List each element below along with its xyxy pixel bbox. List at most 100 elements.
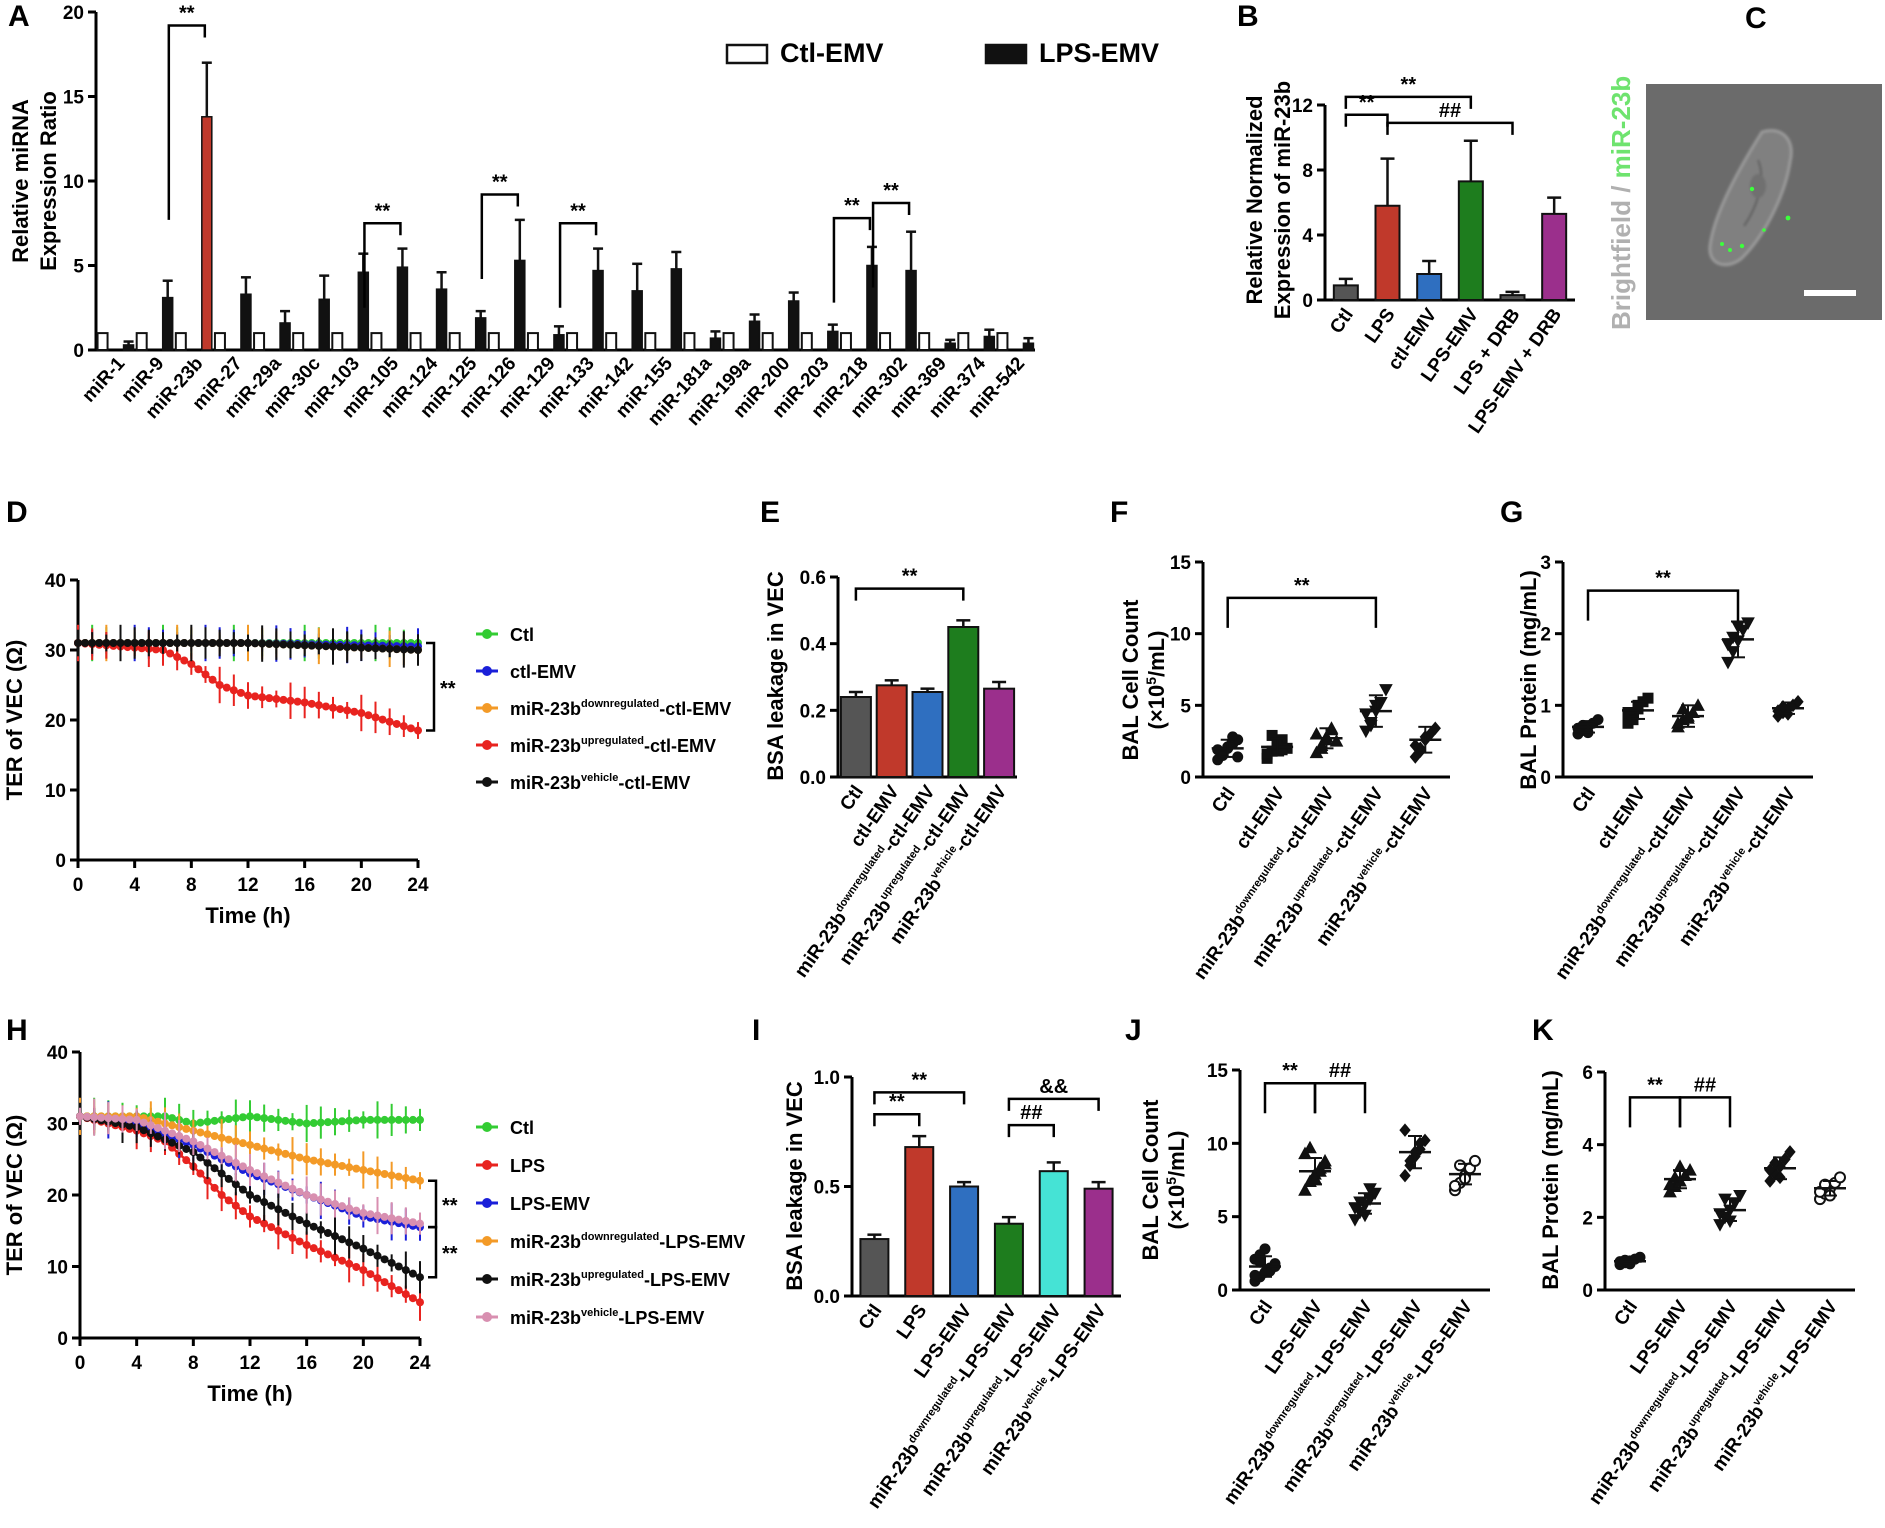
significance-bracket xyxy=(1678,1096,1732,1128)
series-point xyxy=(380,1169,389,1178)
series-point xyxy=(161,1126,169,1135)
series-point xyxy=(387,1171,396,1180)
x-tick-label-base: miR-23b xyxy=(791,908,851,981)
series-point xyxy=(196,1153,205,1162)
legend-label: miR-23bdownregulated-ctl-EMV xyxy=(510,698,731,719)
series-point xyxy=(371,713,380,722)
series-point xyxy=(350,643,359,652)
significance-bracket xyxy=(1313,1081,1367,1114)
x-tick-label: 20 xyxy=(353,1353,374,1374)
y-tick-label: 10 xyxy=(47,1258,68,1279)
significance-brace xyxy=(428,1179,438,1229)
significance-bracket xyxy=(1386,121,1514,135)
legend-label-base: miR-23b xyxy=(510,1308,581,1328)
data-point xyxy=(1784,1145,1796,1159)
bar-ctl-emv xyxy=(526,332,539,352)
data-point xyxy=(1399,1168,1411,1183)
bar xyxy=(911,691,944,778)
data-point xyxy=(1379,684,1393,697)
x-tick-label-sup: downregulated xyxy=(906,1375,961,1446)
series-point xyxy=(246,1165,254,1174)
series-point xyxy=(274,1115,283,1124)
y-tick-label: 5 xyxy=(73,257,84,278)
bar-lps-emv xyxy=(983,335,996,351)
bar-lps-emv xyxy=(161,296,174,351)
series-point xyxy=(401,1290,410,1299)
series-point xyxy=(295,1237,304,1246)
x-tick-label-base: miR-23b xyxy=(1644,1423,1704,1496)
significance-label: ## xyxy=(1329,1060,1351,1082)
x-tick-label: Ctl xyxy=(1326,305,1358,338)
series-point xyxy=(401,1216,410,1225)
series-point xyxy=(272,695,281,703)
chart-h: H 0 10 20 30 40 0 4 8 12 16 20 24 Time (h) TER of VEC … xyxy=(2,1014,745,1406)
legend-label: Ctl xyxy=(510,625,534,645)
y-axis-label-line: Relative miRNA xyxy=(8,99,33,263)
series-point xyxy=(302,1155,311,1164)
series-point xyxy=(338,1161,347,1170)
bar xyxy=(983,687,1016,779)
bar xyxy=(949,1185,980,1297)
series-point xyxy=(146,1121,155,1130)
series-point xyxy=(217,1191,226,1199)
y-tick-label: 20 xyxy=(47,1186,68,1207)
series-point xyxy=(288,1184,297,1193)
x-tick-label: miR-1 xyxy=(78,353,129,407)
series-point xyxy=(345,1116,354,1125)
significance-bracket xyxy=(167,24,207,220)
series-point xyxy=(208,675,217,684)
data-point xyxy=(1318,1156,1332,1170)
y-axis-label: TER of VEC (Ω) xyxy=(2,1115,27,1276)
x-tick-label: Ctl xyxy=(1568,784,1600,817)
data-point xyxy=(1592,714,1604,726)
series-point xyxy=(352,1241,361,1250)
series-point xyxy=(416,1298,424,1307)
series-point xyxy=(274,1148,283,1157)
bar-ctl-emv xyxy=(644,332,657,352)
legend-swatch-marker xyxy=(482,1122,492,1132)
series-point xyxy=(380,1255,389,1264)
y-tick-label: 30 xyxy=(47,1115,68,1136)
x-tick-label-sup: upregulated xyxy=(1652,846,1698,904)
x-tick-label-base: miR-23b xyxy=(1220,1435,1280,1508)
significance-bracket xyxy=(832,216,872,303)
series-point xyxy=(373,1168,382,1177)
series-point xyxy=(238,1139,247,1148)
series-point xyxy=(267,1146,276,1155)
series-point xyxy=(394,1215,403,1224)
series-point xyxy=(196,1118,205,1127)
series-point xyxy=(229,639,238,647)
series-point xyxy=(331,1117,339,1126)
significance-brace xyxy=(428,1225,438,1279)
series-point xyxy=(125,1115,134,1124)
series-point xyxy=(359,1244,368,1253)
series-point xyxy=(111,1114,120,1123)
series-point xyxy=(392,645,401,654)
series-point xyxy=(380,1115,389,1124)
series-point xyxy=(380,1278,389,1287)
x-tick-label-sup: upregulated xyxy=(1321,1371,1367,1429)
series-point xyxy=(168,1114,177,1123)
y-axis-label: BSA leakage in VEC xyxy=(763,571,788,781)
panel-letter-k: K xyxy=(1532,1014,1554,1047)
series-point xyxy=(260,1198,269,1207)
series-point xyxy=(104,1114,113,1123)
y-axis-label-sup: 5 xyxy=(1163,1177,1179,1185)
significance-label: ** xyxy=(1359,92,1375,114)
series-point xyxy=(316,1157,325,1166)
series-point xyxy=(352,1116,361,1125)
y-axis-label-line: Relative Normalized xyxy=(1242,95,1267,304)
series-point xyxy=(194,639,203,647)
data-point xyxy=(1363,1183,1377,1196)
y-tick-label: 40 xyxy=(47,1043,68,1064)
series-point xyxy=(345,1259,354,1268)
series-point xyxy=(139,1118,148,1127)
series-point xyxy=(401,1174,410,1183)
legend-label: miR-23bupregulated-LPS-EMV xyxy=(510,1269,730,1290)
series-point xyxy=(343,643,352,652)
series-point xyxy=(295,1216,304,1225)
significance-bracket xyxy=(1007,1097,1100,1111)
series-point xyxy=(406,645,415,654)
series-point xyxy=(246,1140,254,1149)
